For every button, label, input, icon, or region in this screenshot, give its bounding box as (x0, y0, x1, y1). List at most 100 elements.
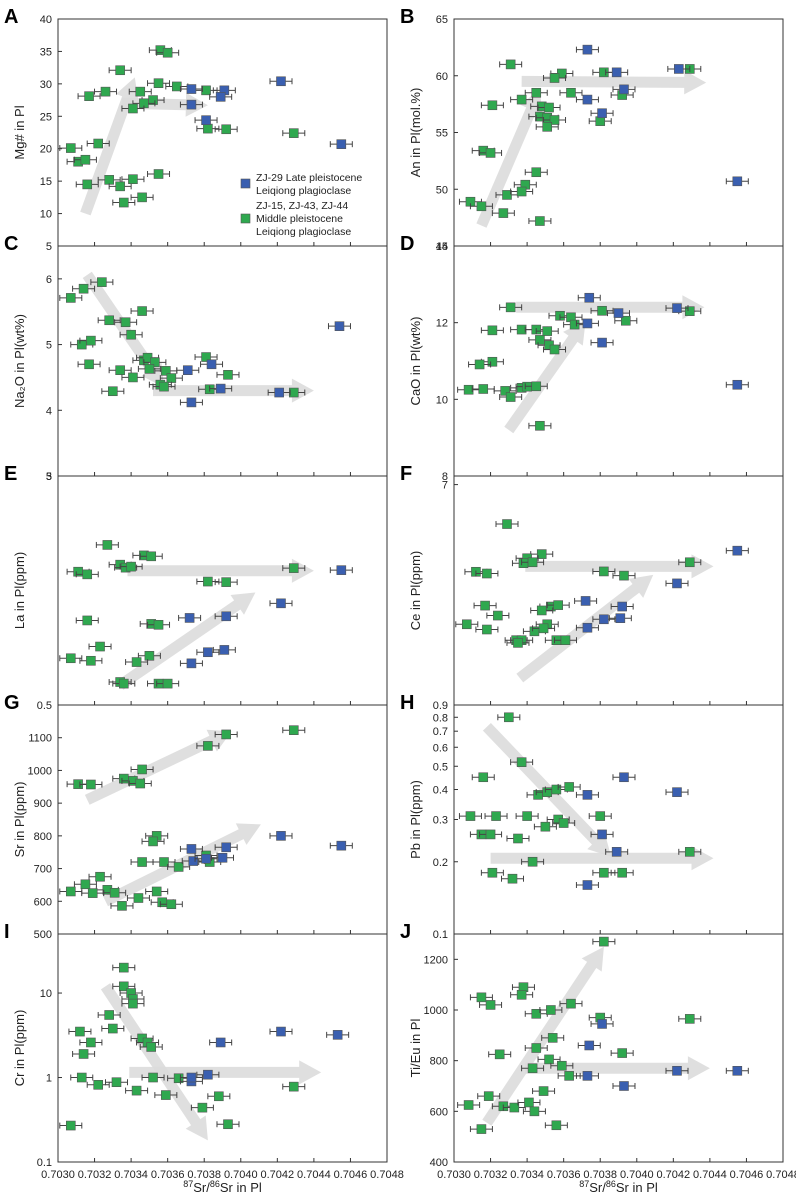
data-point-middle-pleistocene (535, 420, 545, 431)
data-point-late-pleistocene (582, 94, 593, 105)
panel-letter: I (4, 921, 10, 943)
data-point-late-pleistocene (332, 1030, 343, 1040)
legend-swatch-late (240, 178, 251, 189)
plot-frame (453, 475, 784, 706)
data-point-late-pleistocene (582, 1071, 593, 1081)
data-point-middle-pleistocene (549, 115, 560, 125)
data-point-middle-pleistocene (119, 197, 129, 208)
data-point-middle-pleistocene (137, 192, 147, 203)
y-tick-label: 5 (46, 471, 52, 483)
y-tick-label: 0.5 (433, 761, 448, 773)
data-point-middle-pleistocene (527, 856, 538, 867)
data-point-middle-pleistocene (540, 821, 551, 832)
panel-A: A 5 10 15 20 25 30 35 40 Mg# in Pl (4, 6, 388, 253)
legend-middle-line1: ZJ-15, ZJ-43, ZJ-44 (256, 200, 348, 212)
x-tick-label: 0.7030 (41, 1169, 75, 1181)
data-point-middle-pleistocene (157, 897, 167, 908)
trend-arrow (490, 846, 714, 871)
data-point-middle-pleistocene (566, 87, 576, 98)
data-point-middle-pleistocene (126, 561, 136, 572)
panel-letter: E (4, 463, 17, 485)
data-point-late-pleistocene (672, 303, 682, 313)
data-point-middle-pleistocene (214, 1091, 224, 1102)
data-point-middle-pleistocene (516, 186, 527, 197)
data-point-middle-pleistocene (485, 829, 496, 840)
data-point-late-pleistocene (582, 44, 593, 55)
data-point-late-pleistocene (186, 84, 197, 94)
x-tick-label: 0.7044 (297, 1169, 331, 1181)
data-point-middle-pleistocene (558, 818, 569, 828)
x-tick-label: 0.7034 (114, 1169, 148, 1181)
x-tick-label: 0.7036 (547, 1169, 581, 1181)
y-tick-label: 1200 (424, 954, 448, 966)
y-axis-label: An in Pl(mol.%) (408, 88, 423, 178)
data-point-middle-pleistocene (505, 392, 516, 402)
data-point-middle-pleistocene (465, 811, 476, 821)
data-point-middle-pleistocene (119, 981, 129, 992)
data-point-middle-pleistocene (203, 123, 213, 134)
data-point-middle-pleistocene (166, 899, 177, 910)
trend-arrow (525, 1056, 710, 1081)
data-point-middle-pleistocene (476, 1124, 487, 1134)
data-point-middle-pleistocene (288, 563, 299, 573)
data-point-middle-pleistocene (597, 305, 607, 316)
data-point-middle-pleistocene (117, 901, 127, 911)
x-label-sup: 86 (606, 1179, 616, 1189)
data-point-late-pleistocene (186, 658, 197, 669)
trend-arrow (127, 558, 314, 583)
x-tick-label: 0.7038 (187, 1169, 221, 1181)
data-point-late-pleistocene (617, 601, 627, 612)
data-point-middle-pleistocene (162, 47, 173, 58)
x-axis-label: 87Sr/86Sr in Pl (579, 1179, 658, 1195)
data-point-middle-pleistocene (201, 352, 211, 362)
y-tick-label: 500 (34, 929, 52, 941)
data-point-middle-pleistocene (197, 1102, 208, 1113)
data-point-middle-pleistocene (78, 283, 89, 294)
trend-arrow (84, 729, 232, 805)
data-point-middle-pleistocene (162, 678, 173, 689)
data-point-middle-pleistocene (599, 566, 609, 577)
data-point-late-pleistocene (336, 565, 347, 575)
data-point-late-pleistocene (274, 387, 284, 398)
data-point-middle-pleistocene (86, 779, 96, 790)
data-point-late-pleistocene (619, 1081, 629, 1091)
y-tick-label: 45 (436, 241, 448, 253)
plot-frame (57, 245, 388, 477)
data-point-late-pleistocene (619, 84, 629, 95)
x-tick-label: 0.7032 (78, 1169, 112, 1181)
data-point-middle-pleistocene (542, 326, 553, 336)
data-point-late-pleistocene (597, 337, 607, 348)
data-point-late-pleistocene (276, 831, 286, 841)
y-tick-label: 40 (40, 14, 52, 26)
data-point-middle-pleistocene (535, 335, 545, 345)
y-axis-label: Ti/Eu in Pl (408, 1019, 423, 1078)
x-label-text: Sr/ (193, 1180, 210, 1195)
y-tick-label: 20 (40, 144, 52, 156)
data-point-middle-pleistocene (221, 124, 231, 135)
x-label-text: Sr in Pl (220, 1180, 262, 1195)
data-point-middle-pleistocene (126, 329, 136, 340)
data-point-middle-pleistocene (487, 356, 498, 367)
trend-arrow (153, 378, 314, 403)
data-point-middle-pleistocene (153, 78, 164, 89)
data-point-middle-pleistocene (599, 936, 609, 947)
data-point-middle-pleistocene (144, 651, 155, 661)
data-point-middle-pleistocene (684, 847, 695, 857)
y-tick-label: 6 (46, 274, 52, 286)
trend-arrow (521, 70, 707, 95)
y-tick-label: 700 (34, 864, 52, 876)
data-point-middle-pleistocene (82, 179, 93, 190)
panel-letter: C (4, 233, 18, 255)
x-label-text: Sr/ (589, 1180, 606, 1195)
data-point-late-pleistocene (732, 1066, 743, 1076)
data-point-late-pleistocene (582, 318, 593, 329)
data-point-middle-pleistocene (553, 600, 563, 610)
data-point-middle-pleistocene (617, 1048, 627, 1058)
y-tick-label: 800 (34, 831, 52, 843)
panel-B: B 45 50 55 60 65 An in Pl(mol.%) (400, 6, 784, 253)
data-point-middle-pleistocene (487, 325, 498, 336)
data-point-middle-pleistocene (502, 519, 512, 529)
y-axis-label: Cr in Pl(ppm) (12, 1010, 27, 1087)
data-point-middle-pleistocene (494, 1049, 505, 1060)
x-tick-label: 0.7042 (261, 1169, 295, 1181)
